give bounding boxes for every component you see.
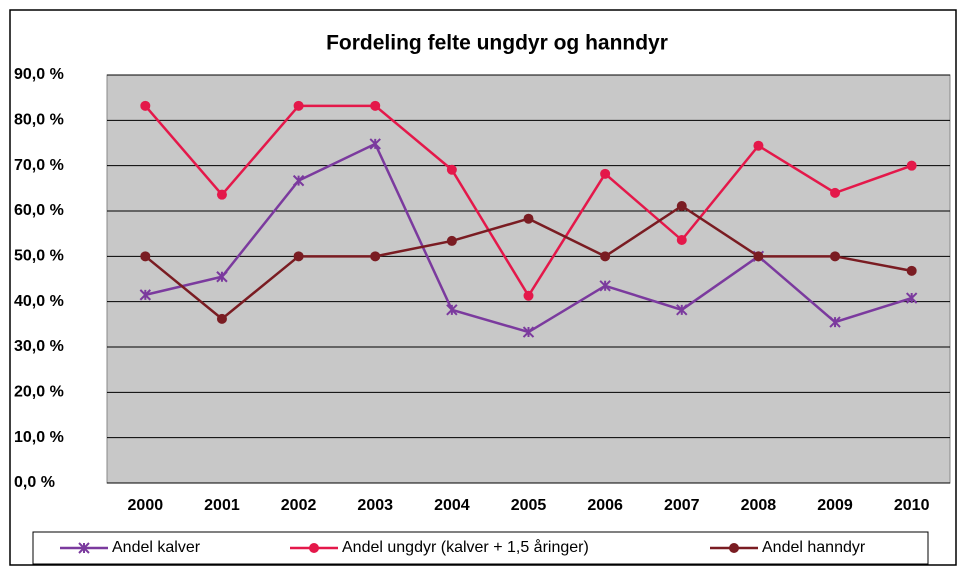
data-point (829, 316, 841, 328)
x-tick-label: 2001 (204, 497, 240, 514)
data-point (292, 174, 305, 187)
x-tick-label: 2008 (741, 497, 777, 514)
plot-area (106, 74, 951, 484)
x-tick-label: 2000 (128, 497, 164, 514)
y-tick-label: 70,0 % (14, 157, 64, 174)
data-point (676, 304, 688, 316)
y-tick-label: 0,0 % (14, 474, 55, 491)
data-point (139, 289, 152, 301)
data-point (446, 235, 457, 246)
data-point (600, 168, 611, 179)
y-tick-label: 10,0 % (14, 429, 64, 446)
x-tick-label: 2009 (817, 497, 853, 514)
legend-label: Andel kalver (112, 539, 201, 556)
data-point (370, 100, 381, 111)
y-tick-label: 30,0 % (14, 338, 64, 355)
y-tick-label: 50,0 % (14, 248, 64, 265)
legend-marker (309, 543, 319, 553)
data-point (140, 251, 151, 262)
data-point (523, 290, 534, 301)
data-point (905, 292, 918, 304)
data-point (446, 164, 457, 175)
chart-title: Fordeling felte ungdyr og hanndyr (326, 32, 668, 55)
data-point (676, 235, 687, 246)
legend-marker (78, 542, 90, 554)
data-point (216, 313, 227, 324)
data-point (216, 189, 227, 200)
data-point (599, 280, 611, 292)
legend-box (32, 531, 929, 565)
x-tick-label: 2005 (511, 497, 547, 514)
data-point (446, 304, 458, 316)
x-tick-label: 2007 (664, 497, 700, 514)
x-tick-label: 2006 (587, 497, 623, 514)
x-tick-label: 2003 (357, 497, 393, 514)
y-tick-label: 90,0 % (14, 66, 64, 83)
data-point (830, 187, 841, 198)
data-point (753, 140, 764, 151)
x-tick-label: 2004 (434, 497, 470, 514)
x-tick-label: 2010 (894, 497, 930, 514)
data-point (140, 100, 151, 111)
legend-label: Andel hanndyr (762, 539, 866, 556)
legend-label: Andel ungdyr (kalver + 1,5 åringer) (342, 538, 589, 556)
data-point (753, 251, 764, 262)
data-point (369, 138, 381, 150)
data-point (293, 100, 304, 111)
x-tick-label: 2002 (281, 497, 317, 514)
data-point (523, 213, 534, 224)
data-point (370, 251, 381, 262)
legend-marker (729, 543, 739, 553)
y-tick-label: 20,0 % (14, 384, 64, 401)
data-point (522, 326, 535, 338)
y-tick-label: 40,0 % (14, 293, 64, 310)
data-point (293, 251, 304, 262)
y-tick-label: 80,0 % (14, 112, 64, 129)
data-point (906, 265, 917, 276)
data-point (676, 201, 687, 212)
data-point (906, 160, 917, 171)
data-point (600, 251, 611, 262)
data-point (216, 271, 228, 283)
y-tick-label: 60,0 % (14, 202, 64, 219)
data-point (830, 251, 841, 262)
